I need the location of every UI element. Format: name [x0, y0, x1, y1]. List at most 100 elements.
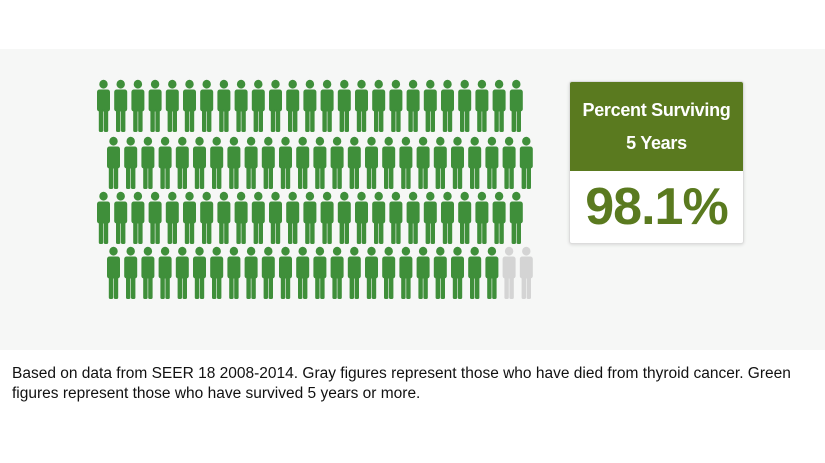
survived-figure	[406, 191, 420, 244]
survived-figure	[355, 79, 368, 132]
survived-figure	[433, 136, 447, 189]
survived-figure	[175, 136, 189, 189]
stat-card-header: Percent Surviving 5 Years	[570, 82, 743, 171]
survived-figure	[183, 191, 196, 244]
survived-figure	[389, 191, 403, 244]
survived-figure	[200, 79, 214, 132]
survived-figure	[382, 246, 396, 299]
survived-figure	[519, 136, 533, 189]
survived-figure	[141, 246, 155, 299]
survived-figure	[441, 79, 454, 132]
survived-figure	[175, 246, 189, 299]
survived-figure	[217, 79, 231, 132]
survived-figure	[372, 191, 386, 244]
survived-figure	[210, 136, 224, 189]
survived-figure	[468, 136, 482, 189]
survived-figure	[509, 191, 523, 244]
survived-figure	[423, 79, 437, 132]
survived-figure	[406, 79, 420, 132]
survived-figure	[451, 136, 464, 189]
survived-figure	[158, 246, 172, 299]
survived-figure	[468, 246, 482, 299]
survived-figure	[217, 191, 231, 244]
survived-figure	[296, 246, 310, 299]
survived-figure	[279, 136, 292, 189]
survived-figure	[158, 136, 172, 189]
survived-figure	[399, 136, 413, 189]
survived-figure	[107, 246, 120, 299]
survived-figure	[279, 246, 292, 299]
survived-figure	[320, 79, 334, 132]
survived-figure	[423, 191, 437, 244]
survived-figure	[97, 191, 110, 244]
survived-figure	[261, 246, 275, 299]
survived-figure	[458, 79, 472, 132]
survived-figure	[251, 79, 265, 132]
survived-figure	[210, 246, 224, 299]
survived-figure	[244, 246, 258, 299]
survived-figure	[227, 136, 241, 189]
survived-figure	[399, 246, 413, 299]
survived-figure	[141, 136, 155, 189]
survived-figure	[269, 79, 282, 132]
survived-figure	[114, 191, 128, 244]
survived-figure	[165, 79, 179, 132]
survived-figure	[485, 246, 499, 299]
survived-figure	[269, 191, 282, 244]
survived-figure	[330, 246, 344, 299]
survived-figure	[337, 79, 351, 132]
survived-figure	[492, 79, 506, 132]
survived-figure	[475, 79, 489, 132]
survived-figure	[458, 191, 472, 244]
survived-figure	[313, 246, 327, 299]
survived-figure	[303, 79, 317, 132]
survived-figure	[286, 191, 300, 244]
survived-figure	[107, 136, 120, 189]
survived-figure	[97, 79, 110, 132]
survived-figure	[303, 191, 317, 244]
survived-figure	[441, 191, 454, 244]
survived-figure	[492, 191, 506, 244]
survived-figure	[485, 136, 499, 189]
survived-figure	[114, 79, 128, 132]
stat-card: Percent Surviving 5 Years 98.1%	[569, 81, 744, 244]
survived-figure	[286, 79, 300, 132]
survived-figure	[337, 191, 351, 244]
survived-figure	[193, 246, 206, 299]
survived-figure	[389, 79, 403, 132]
survived-figure	[330, 136, 344, 189]
survived-figure	[451, 246, 464, 299]
survived-figure	[234, 79, 248, 132]
survived-figure	[296, 136, 310, 189]
survived-figure	[131, 79, 145, 132]
survived-figure	[320, 191, 334, 244]
survived-figure	[509, 79, 523, 132]
survived-figure	[365, 246, 378, 299]
survived-figure	[200, 191, 214, 244]
survived-figure	[148, 191, 162, 244]
survived-figure	[261, 136, 275, 189]
survived-figure	[416, 246, 430, 299]
survived-figure	[382, 136, 396, 189]
survived-figure	[131, 191, 145, 244]
died-figure	[502, 246, 516, 299]
stat-value: 98.1%	[585, 178, 728, 236]
survived-figure	[148, 79, 162, 132]
survived-figure	[234, 191, 248, 244]
died-figure	[519, 246, 533, 299]
survived-figure	[193, 136, 206, 189]
survived-figure	[124, 136, 138, 189]
survived-figure	[433, 246, 447, 299]
survived-figure	[313, 136, 327, 189]
survived-figure	[251, 191, 265, 244]
caption-text: Based on data from SEER 18 2008-2014. Gr…	[12, 365, 791, 402]
survived-figure	[244, 136, 258, 189]
survived-figure	[183, 79, 196, 132]
survived-figure	[124, 246, 138, 299]
survived-figure	[475, 191, 489, 244]
survived-figure	[227, 246, 241, 299]
survived-figure	[355, 191, 368, 244]
survived-figure	[365, 136, 378, 189]
survived-figure	[372, 79, 386, 132]
